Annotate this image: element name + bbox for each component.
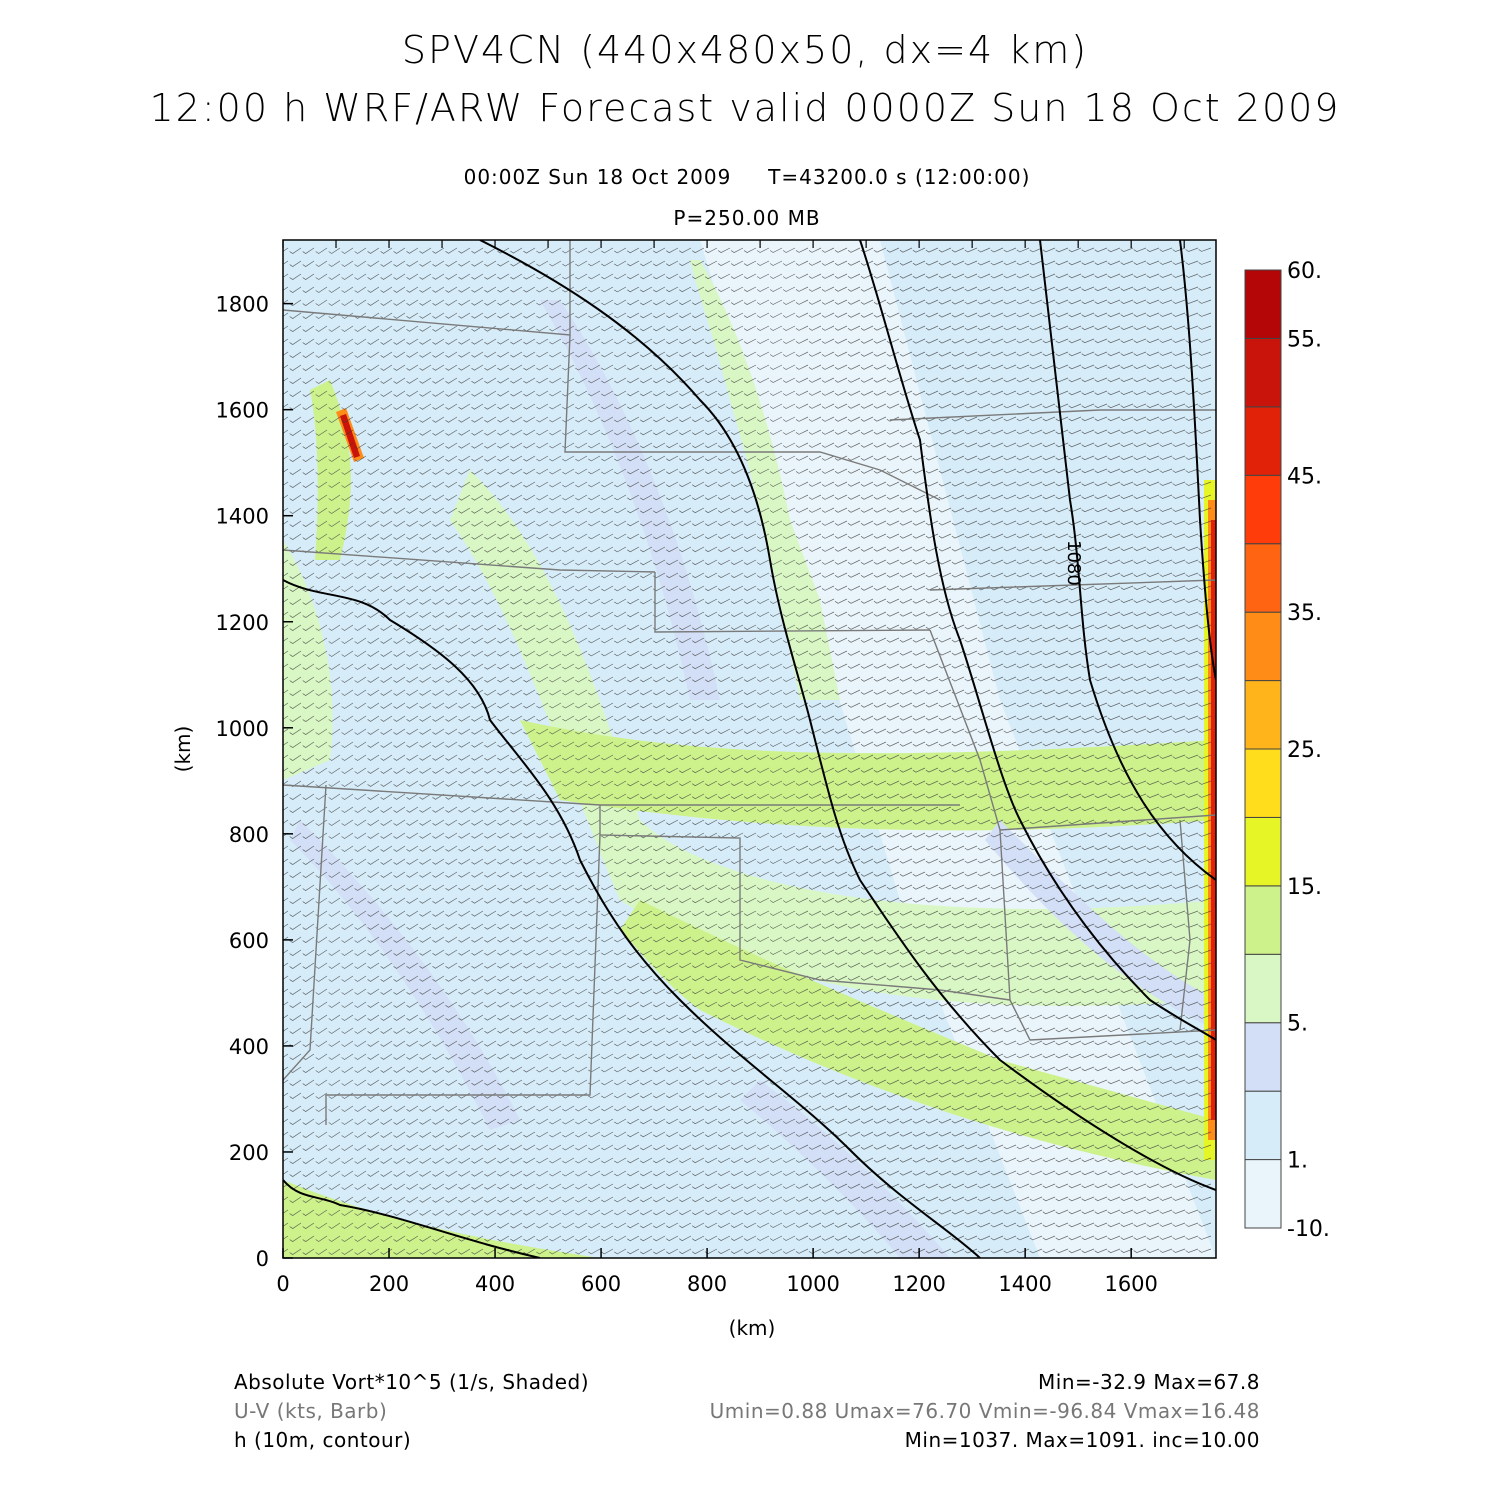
colorbar-label: 45. [1287,464,1322,489]
colorbar-bin [1244,269,1282,339]
wind-barbs [283,247,1212,1256]
pressure-level-line: P=250.00 MB [673,206,821,230]
colorbar-label: -10. [1287,1217,1330,1242]
state-boundaries [283,240,1216,1125]
x-tick-label: 200 [369,1272,409,1296]
x-tick-label: 800 [687,1272,727,1296]
colorbar-bin [1244,611,1282,682]
colorbar-label: 25. [1287,738,1322,763]
x-tick-label: 1600 [1104,1272,1157,1296]
colorbar-bin [1244,543,1282,613]
colorbar-bin [1244,885,1282,955]
field-name-vorticity: Absolute Vort*10^5 (1/s, Shaded) [234,1370,590,1394]
y-tick-label: 1000 [216,717,269,741]
colorbar-label: 55. [1287,327,1322,352]
x-tick-label: 1200 [892,1272,945,1296]
valid-time-line: 00:00Z Sun 18 Oct 2009 T=43200.0 s (12:0… [463,165,1031,189]
colorbar-bin [1244,406,1282,476]
colorbar-bin [1244,816,1282,887]
chart-title-line1: SPV4CN (440x480x50, dx=4 km) [401,28,1089,72]
x-tick-label: 400 [475,1272,515,1296]
x-tick-label: 600 [581,1272,621,1296]
colorbar-bin [1244,1159,1282,1229]
contour-label: 1080 [1063,540,1084,586]
colorbar-bin [1244,474,1282,545]
vorticity-shading [283,240,1216,1258]
colorbar-bin [1244,1022,1282,1092]
colorbar: -10. 1. 5. 15. 25. 35. 45. 55. 60. [1244,259,1330,1242]
colorbar-label: 35. [1287,601,1322,626]
height-contours [283,240,1216,1258]
colorbar-bin [1244,337,1282,408]
colorbar-bin [1244,680,1282,750]
x-tick-label: 1400 [998,1272,1051,1296]
x-axis: 0 200 400 600 800 1000 1200 1400 1600 [276,240,1185,1296]
y-tick-label: 1800 [216,293,269,317]
y-tick-label: 1400 [216,505,269,529]
colorbar-label: 1. [1287,1149,1308,1174]
colorbar-bin [1244,953,1282,1024]
field-stats-wind: Umin=0.88 Umax=76.70 Vmin=-96.84 Vmax=16… [709,1399,1260,1423]
y-tick-label: 800 [229,823,269,847]
y-axis-label: (km) [171,726,195,773]
y-tick-label: 1600 [216,399,269,423]
x-tick-label: 1000 [786,1272,839,1296]
field-stats-height: Min=1037. Max=1091. inc=10.00 [904,1428,1260,1452]
plot-frame [282,239,1217,1259]
y-tick-label: 0 [256,1247,269,1271]
x-tick-label: 0 [276,1272,289,1296]
field-name-height: h (10m, contour) [234,1428,412,1452]
y-tick-label: 200 [229,1141,269,1165]
colorbar-label: 5. [1287,1012,1308,1037]
wind-barb-field [283,247,1212,1256]
y-axis: 0 200 400 600 800 1000 1200 1400 1600 1800 [216,293,293,1271]
y-tick-label: 1200 [216,611,269,635]
colorbar-bin [1244,1090,1282,1161]
colorbar-label: 15. [1287,875,1322,900]
x-axis-label: (km) [729,1316,776,1340]
chart-title-line2: 12:00 h WRF/ARW Forecast valid 0000Z Sun… [149,86,1341,130]
y-tick-label: 600 [229,929,269,953]
colorbar-label: 60. [1287,259,1322,284]
field-stats-vorticity: Min=-32.9 Max=67.8 [1038,1370,1260,1394]
field-name-wind: U-V (kts, Barb) [234,1399,388,1423]
y-tick-label: 400 [229,1035,269,1059]
colorbar-bin [1244,748,1282,818]
